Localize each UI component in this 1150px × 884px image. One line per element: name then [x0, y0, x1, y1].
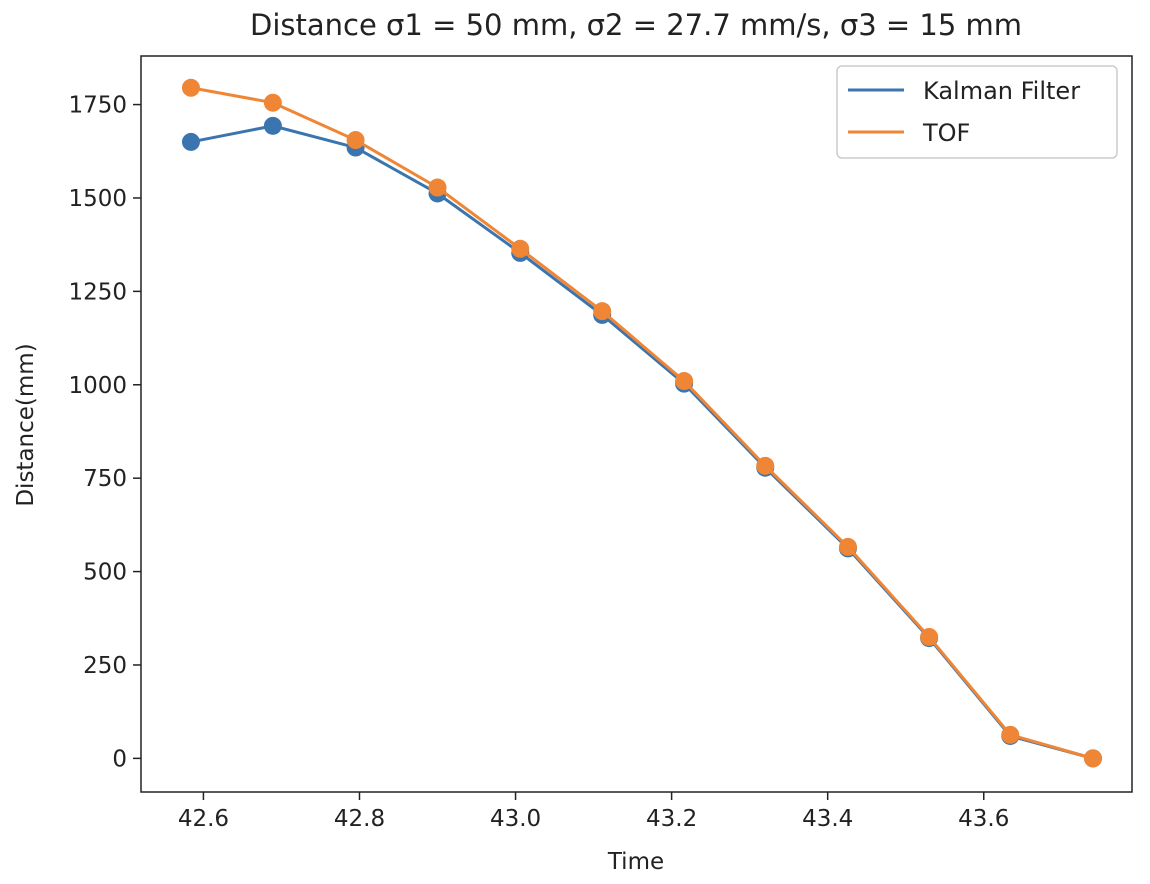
chart-title: Distance σ1 = 50 mm, σ2 = 27.7 mm/s, σ3 …	[250, 8, 1022, 42]
data-point-kalman-filter	[181, 132, 200, 151]
plot-frame	[140, 55, 1133, 793]
data-point-tof	[1083, 749, 1102, 768]
x-axis: 42.6 42.8 43.0 43.2 43.4 43.6	[178, 792, 1009, 832]
y-tick-label: 0	[112, 746, 127, 772]
data-point-tof	[1001, 725, 1020, 744]
series-kalman-filter	[181, 116, 1102, 768]
data-point-tof	[346, 131, 365, 150]
series-line-tof	[190, 86, 1094, 760]
x-tick-label: 42.6	[178, 806, 229, 832]
series-layer	[181, 78, 1102, 768]
x-tick-label: 42.8	[334, 806, 385, 832]
data-point-tof	[838, 537, 857, 556]
y-tick-label: 500	[83, 560, 127, 586]
legend-frame	[836, 65, 1118, 159]
x-axis-label: Time	[607, 849, 664, 875]
y-tick-label: 250	[83, 653, 127, 679]
y-tick-label: 750	[83, 466, 127, 492]
plot-area	[140, 55, 1133, 793]
y-axis-label: Distance(mm)	[13, 343, 39, 506]
data-point-tof	[675, 372, 694, 391]
x-tick-label: 43.2	[646, 806, 697, 832]
legend-label-kalman-filter: Kalman Filter	[923, 77, 1080, 105]
data-point-kalman-filter	[263, 116, 282, 135]
x-tick-label: 43.6	[958, 806, 1009, 832]
series-tof	[181, 78, 1102, 768]
data-point-tof	[756, 456, 775, 475]
data-point-tof	[428, 178, 447, 197]
data-point-tof	[181, 78, 200, 97]
data-point-tof	[920, 627, 939, 646]
data-point-tof	[263, 93, 282, 112]
legend-label-tof: TOF	[922, 119, 970, 147]
y-tick-label: 1500	[68, 186, 127, 212]
y-tick-label: 1250	[68, 279, 127, 305]
legend: Kalman Filter TOF	[836, 65, 1118, 159]
y-tick-label: 1750	[68, 93, 127, 119]
x-tick-label: 43.4	[802, 806, 853, 832]
data-point-tof	[511, 239, 530, 258]
y-axis: 0 250 500 750 1000 1250 1500 1750	[68, 93, 141, 772]
series-line-kalman-filter	[190, 124, 1094, 760]
x-tick-label: 43.0	[490, 806, 541, 832]
y-tick-label: 1000	[68, 373, 127, 399]
data-point-tof	[593, 302, 612, 321]
